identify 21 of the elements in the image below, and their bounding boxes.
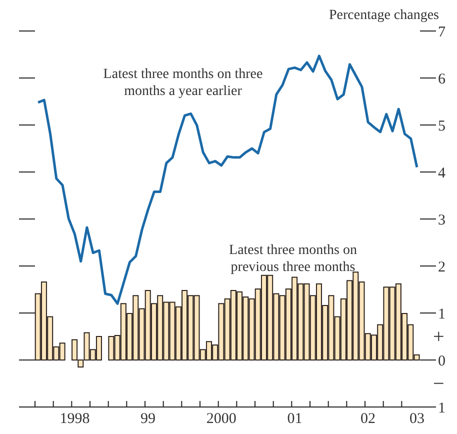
text: − [433, 372, 444, 394]
y-tick-label: 3 [438, 212, 446, 228]
y-axis-title: Percentage changes [329, 8, 439, 24]
y-tick-label: 5 [438, 118, 446, 134]
x-tick-label: 01 [287, 411, 302, 427]
x-tick-label: 2000 [206, 411, 236, 427]
y-tick-label: 2 [438, 259, 446, 276]
y-tick-label: 6 [438, 71, 446, 88]
text: + [433, 326, 444, 348]
y-tick-label: 0 [438, 353, 446, 370]
y-tick-label: 4 [438, 165, 446, 182]
y-tick-label: 1 [438, 306, 446, 322]
x-tick-label: 03 [409, 411, 424, 427]
x-tick-label: 99 [140, 411, 156, 427]
y-tick-label: 1 [438, 400, 446, 416]
series-label: Latest three months on three months a year earlier [102, 66, 264, 100]
y-tick-label: 7 [438, 24, 446, 40]
series-label: Latest three months on previous three months [228, 242, 358, 276]
line-series [36, 54, 418, 305]
x-tick-label: 1998 [60, 411, 90, 427]
x-tick-label: 02 [360, 411, 376, 427]
